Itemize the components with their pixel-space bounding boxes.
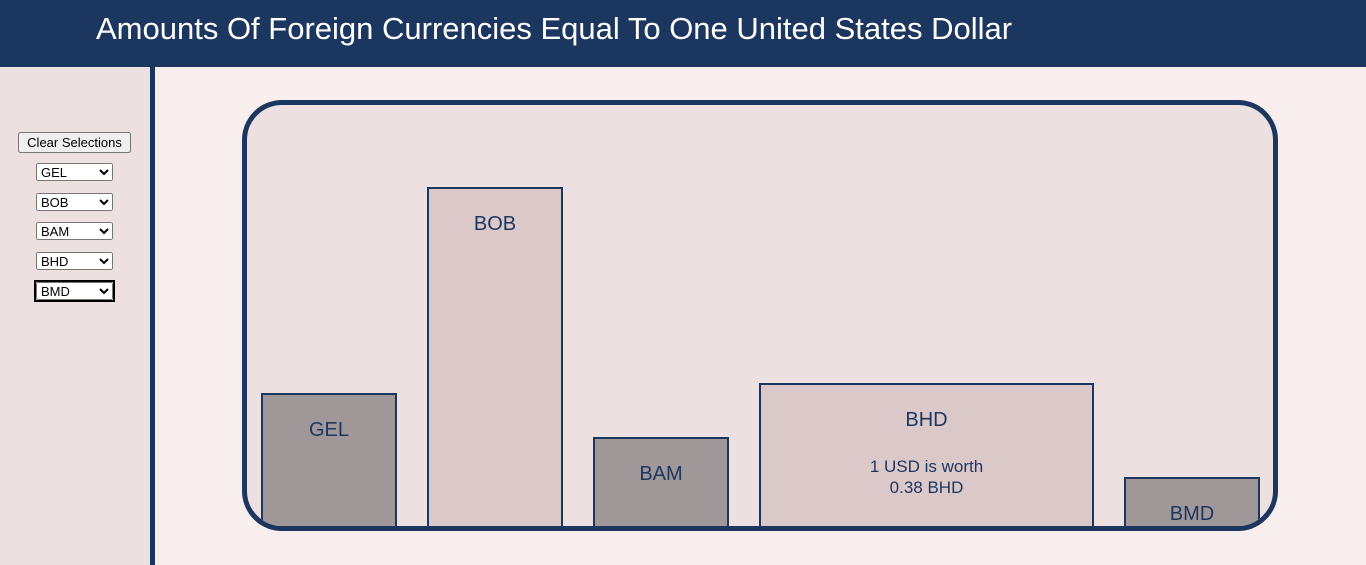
header: Amounts Of Foreign Currencies Equal To O… xyxy=(0,0,1366,67)
chart-container: GEL BOB BAM BHD 1 USD is worth 0.38 BHD BMD xyxy=(242,100,1278,531)
detail-line: 1 USD is worth xyxy=(869,457,984,476)
bars: GEL BOB BAM BHD 1 USD is worth 0.38 BHD BMD xyxy=(261,187,1260,526)
bar-label: BMD xyxy=(1169,503,1215,525)
currency-select[interactable]: BMD xyxy=(34,279,115,302)
clear-button[interactable]: Clear Selections xyxy=(18,132,131,153)
currency-bar[interactable]: GEL xyxy=(261,392,397,526)
currency-bar[interactable]: BAM xyxy=(593,436,729,526)
bar-label: BOB xyxy=(473,213,517,236)
bar-detail: 1 USD is worth 0.38 BHD xyxy=(761,456,1092,498)
currency-bar[interactable]: BOB xyxy=(427,187,563,526)
bar-label: BHD xyxy=(905,409,948,431)
currency-select[interactable]: BOB xyxy=(36,192,113,211)
detail-line: 0.38 BHD xyxy=(889,478,964,497)
currency-select[interactable]: GEL xyxy=(36,163,113,181)
page-title: Amounts Of Foreign Currencies Equal To O… xyxy=(96,11,1013,46)
sidebar: Clear Selections GEL BOB BAM BHD BMD xyxy=(0,67,155,565)
currency-select[interactable]: BHD xyxy=(36,252,113,271)
currency-select[interactable]: BAM xyxy=(36,222,113,241)
bar-label: BAM xyxy=(639,462,683,485)
currency-bar[interactable]: BMD xyxy=(1124,477,1260,526)
bar-label: GEL xyxy=(308,418,350,441)
currency-bar[interactable]: BHD 1 USD is worth 0.38 BHD xyxy=(759,383,1094,526)
